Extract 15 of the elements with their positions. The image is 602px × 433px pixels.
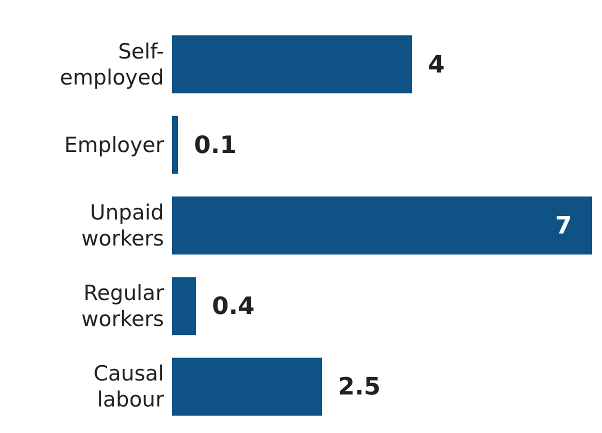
bar	[172, 116, 178, 174]
y-tick-label: Unpaid workers	[81, 200, 164, 250]
y-tick-label: Regular workers	[81, 281, 164, 332]
y-tick-label: Self-employed	[60, 39, 164, 90]
bar	[172, 277, 196, 336]
data-label: 4	[428, 50, 445, 78]
bar	[172, 358, 322, 416]
y-tick-label: Employer	[64, 132, 164, 157]
y-tick-label: Causal labour	[94, 362, 164, 412]
data-label: 7	[555, 212, 572, 240]
data-label: 0.1	[194, 130, 237, 159]
bar	[172, 196, 592, 254]
bar	[172, 35, 412, 94]
data-label: 2.5	[338, 372, 381, 401]
data-label: 0.4	[212, 292, 255, 320]
